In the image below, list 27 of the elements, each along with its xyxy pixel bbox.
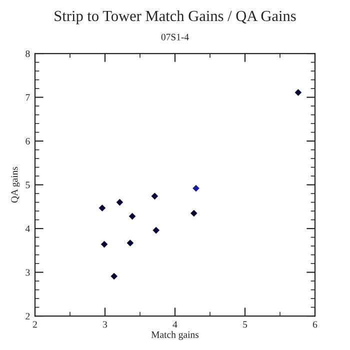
- y-tick-label: 5: [26, 182, 30, 188]
- y-tick-label: 3: [26, 269, 30, 276]
- y-tick-label: 8: [26, 50, 30, 58]
- point: [98, 204, 106, 212]
- y-tick-label: 2: [26, 312, 30, 320]
- point: [126, 240, 134, 246]
- x-tick-label: 5: [243, 321, 248, 328]
- point: [192, 184, 200, 192]
- point: [294, 89, 302, 96]
- point: [151, 192, 158, 200]
- y-axis-title: QA gains: [11, 166, 20, 203]
- point: [116, 198, 124, 206]
- chart-title: Strip to Tower Match Gains / QA Gains: [54, 10, 296, 24]
- y-tick-label: 4: [25, 226, 30, 232]
- y-tick-label: 7: [26, 94, 30, 101]
- point: [128, 212, 136, 220]
- point: [190, 210, 198, 217]
- x-tick-label: 2: [32, 321, 37, 328]
- y-tick-label: 6: [26, 138, 30, 145]
- x-tick-label: 6: [312, 321, 318, 328]
- x-tick-label: 3: [103, 321, 108, 328]
- point: [110, 272, 118, 280]
- x-axis-title: Match gains: [151, 331, 199, 340]
- point: [152, 226, 160, 234]
- chart-subtitle: 07S1-4: [161, 34, 189, 40]
- point: [100, 240, 108, 248]
- x-tick-label: 4: [172, 321, 178, 328]
